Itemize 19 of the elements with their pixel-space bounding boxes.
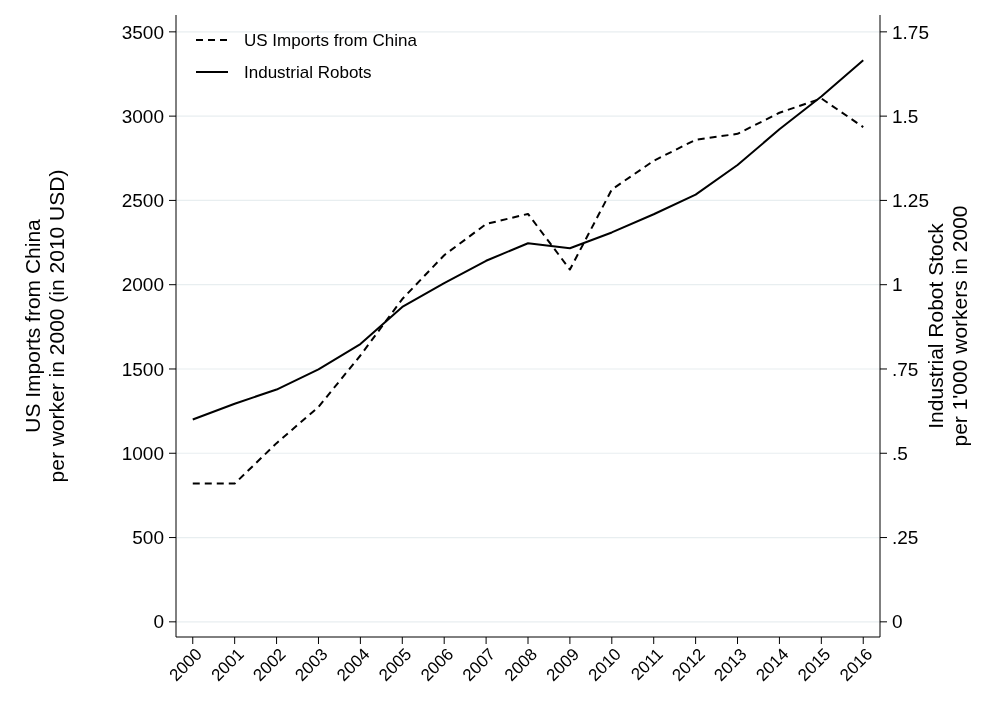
legend-label: US Imports from China: [244, 30, 418, 50]
y-tick-label: 500: [132, 527, 164, 549]
y-tick-label: 0: [153, 611, 164, 633]
y2-tick-label: 0: [892, 611, 903, 633]
y-tick-label: 1000: [121, 442, 164, 464]
y2-tick-label: 1.5: [892, 105, 919, 127]
y-tick-label: 2000: [121, 274, 164, 296]
y2-tick-label: 1.25: [892, 190, 929, 212]
y-tick-label: 3000: [121, 105, 164, 127]
y-tick-label: 1500: [121, 358, 164, 380]
y-axis-title: US Imports from China per worker in 2000 (in 2010 USD): [21, 169, 69, 483]
y-tick-label: 3500: [121, 21, 164, 43]
y2-tick-label: 1: [892, 274, 903, 296]
y2-tick-label: .75: [892, 358, 919, 380]
y2-tick-label: .5: [892, 442, 908, 464]
legend-label: Industrial Robots: [244, 62, 372, 82]
y2-tick-label: 1.75: [892, 21, 929, 43]
y-tick-label: 2500: [121, 190, 164, 212]
y2-tick-label: .25: [892, 527, 919, 549]
